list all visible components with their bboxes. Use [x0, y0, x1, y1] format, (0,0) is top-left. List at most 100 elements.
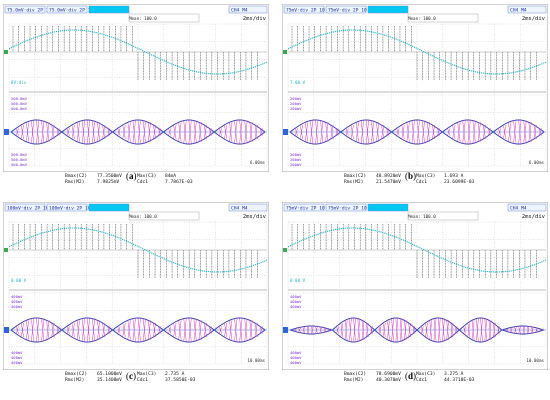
- channel-scale-label: 7.00 V: [290, 80, 306, 85]
- zoom-scale-label: 400mV: [11, 304, 23, 309]
- ch1-setting-button[interactable]: 100mV·div 2P 10: [4, 203, 49, 212]
- graticule: [8, 221, 268, 365]
- measurement-value: 23.6099E-03: [444, 180, 475, 185]
- measurement-label: Cdc1: [416, 378, 428, 383]
- channel-scale-label: 8V:div: [11, 80, 27, 85]
- measurement-value: 7.7867E-03: [165, 180, 193, 185]
- ch3-setting-button[interactable]: [88, 203, 130, 212]
- channel-setting-text: CH4 M4: [510, 8, 527, 14]
- acquisition-box: [128, 211, 200, 221]
- current-envelope-trace: [10, 317, 266, 343]
- sine-reference-trace: [8, 29, 268, 75]
- channel-setting-text: 75mV·div 2P 10: [328, 8, 367, 14]
- scope-panel-b: 75mV·div 2P 10 75mV·div 2P 10 CH4 M4 2ms/di…: [282, 4, 548, 185]
- timebase-readout: 2ms/div: [522, 16, 546, 22]
- measurement-label: Rms(M2): [344, 180, 364, 185]
- measurement-table: Bmax(C2) 77.3500mV Max(C3) 84mA Rms(M2) 7.982…: [65, 174, 265, 186]
- ground-marker: [283, 50, 287, 54]
- pwm-signal-trace: [12, 26, 258, 80]
- ch2-setting-button[interactable]: 75.0mV·div 2P 10: [46, 5, 93, 14]
- measurement-value: 48.8920mV: [376, 174, 401, 179]
- zoom-scale-label: 400mV: [290, 294, 302, 299]
- measurement-value: 37.5850E-03: [165, 378, 196, 383]
- screen-border: [3, 4, 269, 172]
- ch1-setting-button[interactable]: 75mV·div 2P 10: [283, 5, 325, 14]
- measurement-label: Bmax(C2): [65, 174, 88, 179]
- sine-reference-trace: [287, 227, 547, 273]
- channel-scale-label: 0.00 V: [11, 278, 27, 283]
- ch4-setting-button[interactable]: CH4 M4: [507, 203, 547, 212]
- ground-marker: [283, 248, 287, 252]
- measurement-value: 21.5470mV: [376, 180, 401, 185]
- ch3-setting-button[interactable]: [367, 203, 409, 212]
- measurement-value: 44.3710E-03: [444, 378, 475, 383]
- channel-scale-label: 0.00 V: [290, 278, 306, 283]
- zoom-ground-marker: [283, 129, 288, 135]
- acquisition-readout: Mean: 100.0: [129, 214, 157, 219]
- measurement-label: Rms(M2): [65, 180, 85, 185]
- ch4-setting-button[interactable]: CH4 M4: [507, 5, 547, 14]
- zoom-scale-label: 500.0mV: [11, 162, 28, 167]
- ground-marker: [4, 50, 8, 54]
- zoom-scale-label: 500.0mV: [11, 106, 28, 111]
- scope-screen: 75mV·div 2P 10 75mV·div 2P 10 CH4 M4 2ms/di…: [282, 4, 548, 172]
- ch1-setting-button[interactable]: 75.0mV·div 2P 10: [4, 5, 51, 14]
- graticule: [287, 221, 547, 365]
- measurement-value: 3.275 A: [444, 372, 464, 377]
- sine-reference-trace: [287, 29, 547, 75]
- ch2-setting-button[interactable]: 100mV·div 2P 10: [46, 203, 91, 212]
- channel-setting-text: 75.0mV·div 2P 10: [7, 8, 51, 14]
- pwm-signal-trace: [291, 26, 537, 80]
- measurement-label: Max(C3): [137, 372, 157, 377]
- measurement-label: Max(C3): [137, 174, 157, 179]
- channel-setting-text: CH4 M4: [231, 206, 248, 212]
- measurement-label: Cdc1: [137, 180, 149, 185]
- scope-panel-a: 75.0mV·div 2P 10 75.0mV·div 2P 10 CH4 M4 2m…: [3, 4, 269, 185]
- timebase-readout: 2ms/div: [243, 214, 267, 220]
- ch2-setting-button[interactable]: 75mV·div 2P 10: [325, 5, 367, 14]
- pwm-signal-trace: [291, 224, 537, 278]
- zoom-scale-label: 200mV: [290, 157, 302, 162]
- graticule: [8, 23, 268, 167]
- graticule: [287, 23, 547, 167]
- ch2-setting-button[interactable]: 75mV·div 2P 10: [325, 203, 367, 212]
- channel-setting-text: CH4 M4: [231, 8, 248, 14]
- timebase-readout: 2ms/div: [243, 16, 267, 22]
- ch3-setting-button[interactable]: [88, 5, 130, 14]
- zoom-timebase-readout: 10.00ms: [526, 358, 544, 363]
- measurement-label: Rms(M2): [65, 378, 85, 383]
- zoom-scale-label: 200mV: [290, 96, 302, 101]
- ch1-setting-button[interactable]: 75mV·div 2P 10: [283, 203, 325, 212]
- screen-border: [282, 4, 548, 172]
- acquisition-readout: Mean: 100.0: [408, 16, 436, 21]
- ch3-setting-button[interactable]: [367, 5, 409, 14]
- zoom-scale-label: 500.0mV: [11, 157, 28, 162]
- measurement-value: 84mA: [165, 174, 177, 179]
- ch4-setting-button[interactable]: CH4 M4: [228, 203, 268, 212]
- zoom-scale-label: 400mV: [290, 299, 302, 304]
- zoom-scale-label: 400mV: [290, 355, 302, 360]
- measurement-value: 77.3500mV: [97, 174, 122, 179]
- acquisition-box: [128, 13, 200, 23]
- channel-setting-text: 75mV·div 2P 10: [286, 206, 325, 212]
- timebase-readout: 2ms/div: [522, 214, 546, 220]
- scope-panel-c: 100mV·div 2P 10 100mV·div 2P 10 CH4 M4 2ms/…: [3, 202, 269, 383]
- acquisition-box: [407, 13, 479, 23]
- ch4-setting-button[interactable]: CH4 M4: [228, 5, 268, 14]
- zoom-ground-marker: [4, 327, 9, 333]
- panel-caption: (a): [126, 171, 137, 181]
- panel-caption: (d): [405, 371, 417, 381]
- measurement-table: Bmax(C2) 78.6900mV Max(C3) 3.275 A Rms(M2) 40…: [344, 372, 544, 384]
- screen-border: [3, 202, 269, 370]
- measurement-value: 2.735 A: [165, 372, 185, 377]
- zoom-ground-marker: [283, 327, 288, 333]
- zoom-scale-label: 200mV: [290, 162, 302, 167]
- measurement-table: Bmax(C2) 65.1000mV Max(C3) 2.735 A Rms(M2) 35…: [65, 372, 265, 384]
